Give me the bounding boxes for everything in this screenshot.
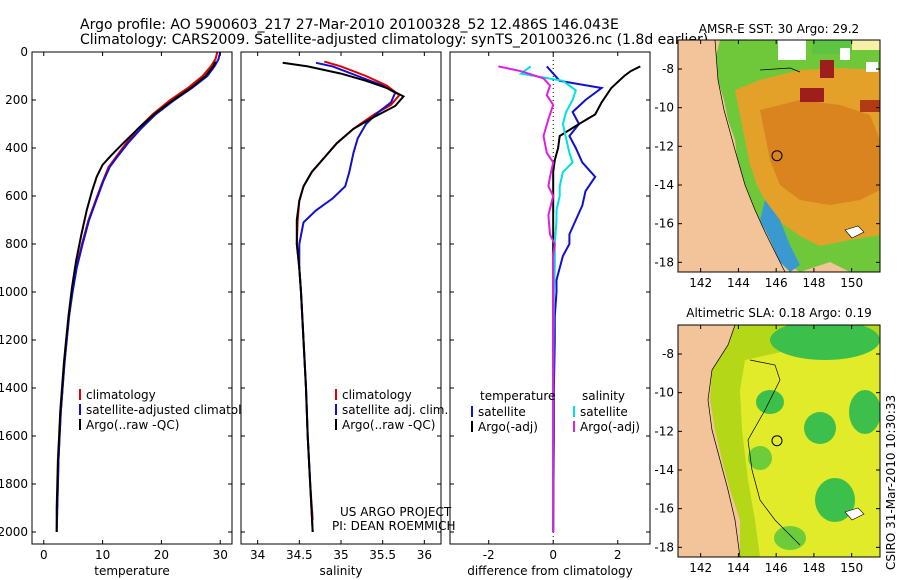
x-tick-label: 146 — [765, 561, 788, 575]
y-tick-label: -8 — [662, 347, 674, 361]
y-tick-label: 2000 — [0, 525, 28, 539]
legend-label: Argo(..raw -QC) — [342, 418, 435, 432]
y-tick-label: -14 — [654, 463, 674, 477]
sla-map-title: Altimetric SLA: 0.18 Argo: 0.19 — [686, 306, 871, 320]
sst-map: AMSR-E SST: 30 Argo: 29.2 142 144 146 148 15… — [654, 22, 881, 290]
sla-map: Altimetric SLA: 0.18 Argo: 0.19 142 144 14… — [654, 306, 881, 575]
y-tick-label: -16 — [654, 502, 674, 516]
series-line-0 — [546, 65, 605, 533]
x-tick-label: 144 — [727, 561, 750, 575]
plot-frame — [449, 51, 651, 545]
x-tick-label: 146 — [765, 276, 788, 290]
y-tick-label: 200 — [5, 93, 28, 107]
y-tick-label: 0 — [20, 45, 28, 59]
temperature-panel: 0 10 20 30 0 200 400 600 800 1000 1200 1400 1600 1800… — [0, 45, 264, 578]
x-tick-label: 142 — [689, 561, 712, 575]
side-timestamp: CSIRO 31-Mar-2010 10:30:33 — [884, 395, 898, 570]
x-axis-label: temperature — [94, 564, 169, 578]
sla-map-field — [678, 325, 880, 557]
plot-frame — [31, 51, 233, 545]
legend-label: satellite-adjusted climatology — [86, 403, 264, 417]
x-tick-label: -2 — [483, 548, 495, 562]
x-tick-label: 0 — [549, 548, 557, 562]
legend-label: satellite — [580, 405, 628, 419]
x-axis-label: difference from climatology — [467, 564, 633, 578]
x-tick-label: 35.5 — [369, 548, 396, 562]
y-tick-label: 800 — [5, 237, 28, 251]
legend-label: satellite adj. clim. — [342, 403, 448, 417]
y-tick-label: 1600 — [0, 429, 28, 443]
x-tick-label: 20 — [154, 548, 169, 562]
y-tick-label: -16 — [654, 217, 674, 231]
sst-map-axes: 142 144 146 148 150 -8 -10 -12 -14 -16 -18 — [654, 40, 880, 290]
legend-title-salinity: salinity — [582, 389, 625, 403]
sla-map-axes: 142 144 146 148 150 -8 -10 -12 -14 -16 -18 — [654, 325, 880, 575]
y-tick-label: -10 — [654, 101, 674, 115]
x-tick-label: 148 — [802, 561, 825, 575]
sst-argo-marker — [771, 150, 783, 162]
credit-line1: US ARGO PROJECT — [340, 505, 452, 519]
y-tick-label: 1200 — [0, 333, 28, 347]
header-line2: Climatology: CARS2009. Satellite-adjuste… — [80, 32, 708, 48]
series-line-3 — [498, 65, 556, 532]
x-tick-label: 150 — [840, 561, 863, 575]
x-tick-label: 30 — [213, 548, 228, 562]
sla-argo-marker — [771, 435, 783, 447]
legend-label: satellite — [478, 405, 526, 419]
difference-panel: -2 0 2 difference from climatology temperatu… — [449, 51, 651, 578]
plot-area — [32, 52, 232, 544]
y-tick-label: 1000 — [0, 285, 28, 299]
salinity-panel: 34 34.5 35 35.5 36 salinity climatologysatelli… — [240, 51, 448, 578]
x-tick-label: 142 — [689, 276, 712, 290]
plot-area — [450, 52, 650, 544]
legend-label: Argo(-adj) — [580, 420, 640, 434]
legend-title-temperature: temperature — [480, 389, 555, 403]
x-tick-label: 35 — [333, 548, 348, 562]
series-line-2 — [282, 61, 406, 533]
series-line-2 — [55, 61, 217, 532]
y-tick-label: -18 — [654, 255, 674, 269]
x-tick-label: 148 — [802, 276, 825, 290]
x-tick-label: 150 — [840, 276, 863, 290]
y-tick-label: 600 — [5, 189, 28, 203]
y-tick-label: -10 — [654, 386, 674, 400]
legend-label: climatology — [86, 388, 156, 402]
y-tick-label: 1400 — [0, 381, 28, 395]
y-tick-label: 400 — [5, 141, 28, 155]
x-tick-label: 10 — [95, 548, 110, 562]
y-tick-label: -14 — [654, 178, 674, 192]
plot-area — [241, 52, 441, 544]
x-tick-label: 34 — [250, 548, 265, 562]
x-tick-label: 144 — [727, 276, 750, 290]
legend-label: Argo(..raw -QC) — [86, 418, 179, 432]
x-tick-label: 0 — [40, 548, 48, 562]
sst-map-field — [678, 40, 880, 272]
x-tick-label: 36 — [417, 548, 432, 562]
y-tick-label: 1800 — [0, 477, 28, 491]
credit-line2: PI: DEAN ROEMMICH — [332, 519, 455, 533]
y-tick-label: -8 — [662, 62, 674, 76]
y-tick-label: -12 — [654, 424, 674, 438]
x-axis-label: salinity — [319, 564, 362, 578]
header-line1: Argo profile: AO 5900603_217 27-Mar-2010… — [80, 17, 619, 33]
y-tick-label: -18 — [654, 540, 674, 554]
y-tick-label: -12 — [654, 139, 674, 153]
legend-label: climatology — [342, 388, 412, 402]
x-tick-label: 34.5 — [286, 548, 313, 562]
x-tick-label: 2 — [614, 548, 622, 562]
sst-map-title: AMSR-E SST: 30 Argo: 29.2 — [699, 22, 859, 36]
legend-label: Argo(-adj) — [478, 420, 538, 434]
